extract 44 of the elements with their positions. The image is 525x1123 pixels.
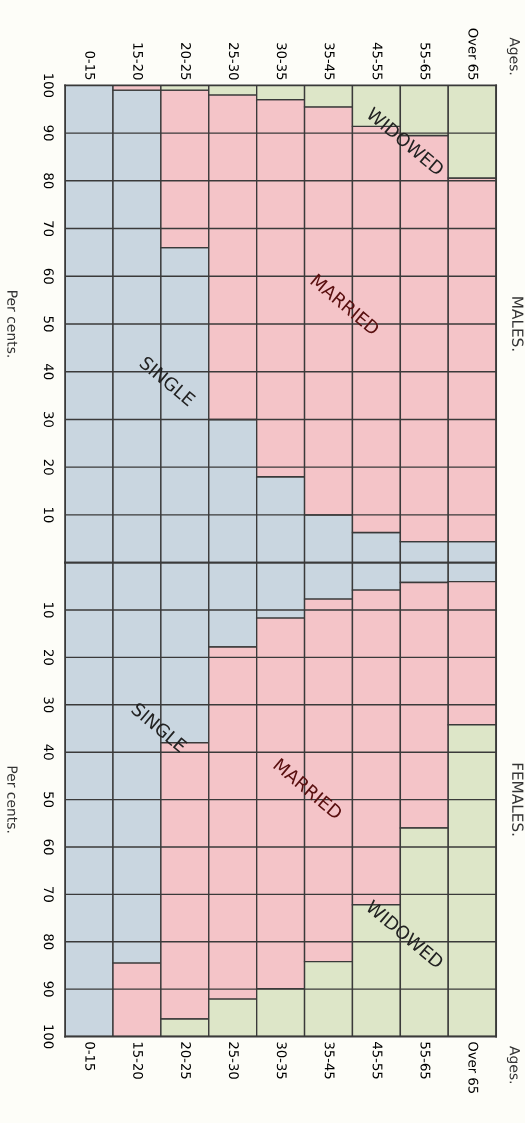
y-tick-label: 10	[43, 603, 54, 618]
y-tick-label: 50	[43, 792, 54, 808]
text: FEMALES.	[512, 763, 524, 836]
y-axis-title: Per cents.	[7, 291, 18, 357]
x-tick-label: 20-25	[181, 43, 191, 80]
x-tick-label: 15-20	[133, 1042, 144, 1079]
x-tick-label: 0-15	[85, 51, 96, 80]
y-tick-label: 70	[43, 221, 54, 237]
y-tick-label: 60	[43, 268, 54, 284]
y-tick-label: 40	[43, 363, 54, 380]
x-tick-label: 45-55	[372, 42, 383, 80]
y-tick-label: 100	[43, 74, 54, 98]
y-tick-label: 80	[43, 934, 54, 950]
text: Ages.	[506, 1046, 520, 1084]
x-tick-label: 55-65	[420, 1042, 431, 1079]
y-tick-label: 10	[43, 507, 54, 523]
y-tick-label: 20	[43, 459, 54, 475]
y-tick-label: 30	[43, 697, 54, 713]
y-tick-label: 20	[43, 649, 54, 665]
x-tick-label: 35-45	[324, 43, 335, 80]
x-tick-label: 20-25	[181, 1042, 191, 1079]
y-tick-label: 50	[43, 316, 54, 332]
x-tick-label: 30-35	[276, 43, 287, 80]
x-tick-label: 55-65	[420, 43, 431, 80]
y-tick-label: 40	[43, 744, 54, 760]
x-tick-label: 35-45	[324, 1042, 335, 1079]
x-tick-label: 45-55	[372, 1042, 383, 1079]
y-tick-label: 90	[43, 125, 54, 141]
x-tick-label: 30-35	[276, 1042, 287, 1079]
y-tick-label: 90	[43, 981, 54, 997]
y-tick-label: 30	[43, 412, 54, 427]
x-tick-label: 25-30	[228, 1042, 239, 1079]
y-axis-title: Per cents.	[7, 766, 18, 833]
text: Ages.	[506, 37, 520, 75]
x-tick-label: 0-15	[85, 1042, 96, 1071]
y-tick-label: 80	[43, 173, 54, 189]
y-tick-label: 70	[43, 887, 54, 902]
y-tick-label: 100	[43, 1025, 54, 1049]
text: MALES.	[512, 297, 524, 351]
x-tick-label: Over 65	[468, 28, 479, 80]
y-tick-label: 60	[43, 839, 54, 855]
x-tick-label: 25-30	[228, 43, 239, 80]
x-tick-label: Over 65	[468, 1042, 479, 1093]
x-tick-label: 15-20	[133, 43, 144, 80]
